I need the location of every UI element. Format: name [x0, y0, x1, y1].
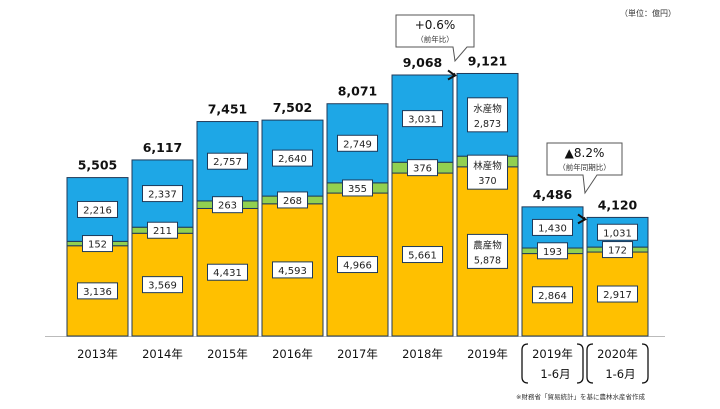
- value-label-box: [207, 263, 248, 281]
- value-label-box: [142, 185, 183, 203]
- value-label-box: [467, 154, 508, 190]
- bracket-right: [576, 343, 584, 384]
- value-label: 193: [543, 247, 562, 258]
- total-label: 4,120: [598, 197, 638, 212]
- value-label-box: [207, 152, 248, 170]
- series-name-label: 農産物: [473, 239, 502, 251]
- value-label-box: [142, 276, 183, 294]
- total-label: 6,117: [143, 140, 183, 155]
- x-tick-label: 2019年: [532, 347, 573, 361]
- value-label: 268: [283, 196, 302, 207]
- value-label-box: [212, 196, 243, 214]
- value-label-box: [272, 261, 313, 279]
- value-label: 2,337: [148, 190, 177, 201]
- value-label: 2,749: [343, 139, 372, 150]
- value-label-box: [277, 191, 308, 209]
- value-label: 3,031: [408, 115, 437, 126]
- x-tick-label: 2015年: [207, 347, 248, 361]
- total-label: 5,505: [78, 158, 118, 173]
- total-label: 7,451: [208, 102, 248, 117]
- value-label: 2,640: [278, 154, 307, 165]
- value-label: 1,430: [538, 223, 567, 234]
- bracket-right: [641, 343, 649, 384]
- value-label: 5,661: [408, 251, 437, 262]
- value-label: 4,966: [343, 261, 372, 272]
- callout-sub-text: （前年同期比）: [558, 162, 611, 172]
- value-label-box: [602, 241, 633, 259]
- bracket-left: [521, 343, 529, 384]
- change-arrowhead: [577, 213, 587, 225]
- value-label: 3,136: [83, 287, 112, 298]
- value-label-box: [337, 134, 378, 152]
- value-label-box: [337, 256, 378, 274]
- value-label-box: [82, 235, 113, 253]
- value-label-box: [467, 233, 508, 269]
- x-tick-label: 2019年: [467, 347, 508, 361]
- value-label-box: [537, 242, 568, 260]
- total-label: 7,502: [273, 100, 313, 115]
- value-label: 152: [88, 240, 107, 251]
- value-label: 2,864: [538, 291, 567, 302]
- x-tick-label: 2016年: [272, 347, 313, 361]
- value-label-box: [407, 159, 438, 177]
- callout-box: [395, 14, 475, 63]
- total-label: 4,486: [533, 187, 573, 202]
- unit-note: （単位：億円）: [620, 8, 676, 18]
- value-label: 4,431: [213, 268, 242, 279]
- value-label: 370: [478, 176, 496, 187]
- x-tick-label: 1-6月: [540, 367, 570, 381]
- total-label: 8,071: [338, 84, 378, 99]
- value-label: 3,569: [148, 281, 177, 292]
- x-tick-label: 2013年: [77, 347, 118, 361]
- value-label-box: [532, 286, 573, 304]
- x-tick-label: 2018年: [402, 347, 443, 361]
- bracket-left: [586, 343, 594, 384]
- value-label: 2,873: [474, 119, 501, 130]
- value-label: 2,757: [213, 157, 242, 168]
- callout-change-text: +0.6%: [415, 18, 456, 32]
- callout-change-text: ▲8.2%: [565, 146, 605, 160]
- series-name-label: 林産物: [473, 160, 502, 172]
- value-label-box: [77, 200, 118, 218]
- x-tick-label: 2020年: [597, 347, 638, 361]
- value-label: 211: [153, 226, 172, 237]
- footnote: ※財務省「貿易統計」を基に農林水産省作成: [516, 392, 645, 401]
- value-label: 1,031: [603, 228, 632, 239]
- callout-sub-text: （前年比）: [416, 34, 454, 44]
- x-tick-label: 1-6月: [605, 367, 635, 381]
- value-label-box: [272, 149, 313, 167]
- total-label: 9,121: [468, 53, 508, 68]
- value-label: 2,216: [83, 205, 112, 216]
- value-label-box: [402, 246, 443, 264]
- value-label-box: [342, 179, 373, 197]
- value-label-box: [467, 97, 508, 133]
- value-label-box: [532, 218, 573, 236]
- x-tick-label: 2014年: [142, 347, 183, 361]
- x-tick-label: 2017年: [337, 347, 378, 361]
- change-arrowhead: [447, 69, 457, 81]
- value-label-box: [597, 223, 638, 241]
- value-label-box: [402, 110, 443, 128]
- callout-box: [546, 142, 623, 195]
- value-label-box: [597, 285, 638, 303]
- value-label-box: [147, 221, 178, 239]
- value-label: 5,878: [474, 255, 501, 266]
- series-name-label: 水産物: [473, 103, 502, 115]
- total-label: 9,068: [403, 55, 443, 70]
- value-label-box: [77, 282, 118, 300]
- value-label: 355: [348, 184, 367, 195]
- value-label: 2,917: [603, 290, 632, 301]
- value-label: 376: [413, 164, 432, 175]
- value-label: 263: [218, 201, 237, 212]
- value-label: 172: [608, 246, 627, 257]
- value-label: 4,593: [278, 266, 307, 277]
